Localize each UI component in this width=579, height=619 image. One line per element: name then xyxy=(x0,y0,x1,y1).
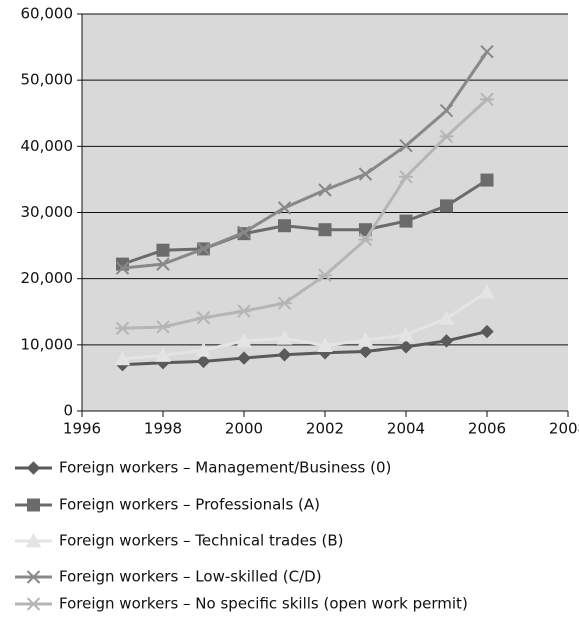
marker xyxy=(156,243,170,257)
legend-label: Foreign workers – Professionals (A) xyxy=(59,496,320,514)
series-line xyxy=(122,98,489,330)
x-tick-label: 2004 xyxy=(387,420,425,438)
y-tick-label: 10,000 xyxy=(21,335,74,353)
marker xyxy=(439,334,454,348)
y-tick-label: 20,000 xyxy=(21,269,74,287)
x-tick-label: 2002 xyxy=(306,420,344,438)
marker xyxy=(115,261,130,275)
marker xyxy=(276,330,293,345)
marker xyxy=(237,304,251,318)
marker xyxy=(438,310,455,325)
legend-label: Foreign workers – Technical trades (B) xyxy=(59,532,344,550)
marker xyxy=(358,232,373,247)
marker xyxy=(277,201,292,215)
marker xyxy=(196,310,211,325)
series-line xyxy=(122,290,488,361)
series-line xyxy=(122,178,488,266)
marker xyxy=(440,199,453,213)
marker xyxy=(399,214,413,228)
marker xyxy=(114,350,131,366)
marker xyxy=(357,332,374,347)
y-tick-label: 30,000 xyxy=(21,203,74,221)
series-line xyxy=(122,50,489,270)
marker xyxy=(439,129,454,144)
marker xyxy=(480,45,494,59)
marker xyxy=(278,219,291,233)
x-tick-label: 2008 xyxy=(549,420,579,438)
y-tick-label: 60,000 xyxy=(21,5,74,23)
x-tick-label: 1996 xyxy=(63,420,101,438)
marker xyxy=(156,320,170,334)
legend-label: Foreign workers – Management/Business (0… xyxy=(59,459,391,477)
marker xyxy=(26,570,41,584)
marker xyxy=(318,268,332,283)
marker xyxy=(195,342,212,357)
series-line xyxy=(122,330,488,367)
y-tick-label: 0 xyxy=(63,402,73,420)
marker xyxy=(479,283,495,299)
marker xyxy=(358,167,373,181)
marker xyxy=(156,257,170,271)
legend-label: Foreign workers – No specific skills (op… xyxy=(59,595,468,613)
marker xyxy=(155,347,171,362)
y-tick-label: 50,000 xyxy=(21,71,74,89)
x-tick-label: 2006 xyxy=(468,420,506,438)
x-tick-label: 1998 xyxy=(144,420,182,438)
marker xyxy=(27,498,40,512)
marker xyxy=(480,92,494,107)
marker xyxy=(237,225,251,240)
marker xyxy=(358,344,373,359)
marker xyxy=(196,242,211,256)
marker xyxy=(196,354,211,369)
y-tick-label: 40,000 xyxy=(21,137,74,155)
marker xyxy=(277,348,292,362)
marker xyxy=(277,296,292,310)
marker xyxy=(318,223,332,237)
marker xyxy=(26,461,41,475)
marker xyxy=(399,340,413,354)
marker xyxy=(26,597,41,611)
marker xyxy=(318,183,332,197)
x-tick-label: 2000 xyxy=(225,420,263,438)
marker xyxy=(115,321,130,335)
marker xyxy=(399,170,413,184)
marker xyxy=(480,324,494,339)
marker xyxy=(480,173,494,187)
marker xyxy=(236,332,252,348)
marker xyxy=(25,532,42,548)
marker xyxy=(317,337,333,352)
marker xyxy=(237,351,251,365)
marker xyxy=(399,138,413,153)
marker xyxy=(398,326,414,342)
legend-label: Foreign workers – Low-skilled (C/D) xyxy=(59,568,322,586)
marker xyxy=(439,103,454,118)
